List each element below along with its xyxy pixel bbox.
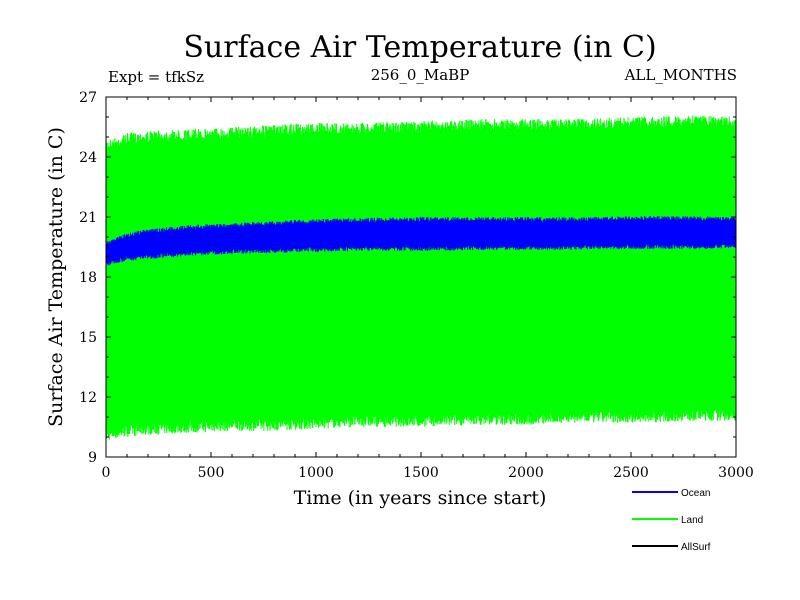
- experiment-label: Expt = tfkSz: [108, 68, 204, 86]
- x-tick-label-1500: 1500: [403, 465, 439, 481]
- plot-area: [105, 115, 737, 440]
- chart-title: Surface Air Temperature (in C): [183, 30, 656, 65]
- y-tick-label-24: 24: [79, 150, 97, 166]
- y-tick-label-15: 15: [79, 330, 97, 346]
- legend-label-ocean: Ocean: [681, 488, 710, 499]
- x-tick-label-500: 500: [198, 465, 225, 481]
- series-land-trace: [105, 115, 737, 440]
- series-layer: [105, 115, 737, 440]
- x-tick-label-1000: 1000: [298, 465, 334, 481]
- y-axis: 9 12 15 18 21 24 27: [79, 90, 736, 466]
- y-tick-label-9: 9: [88, 450, 97, 466]
- series-land: [105, 115, 737, 440]
- legend-label-allsurf: AllSurf: [681, 542, 711, 553]
- y-tick-label-21: 21: [79, 210, 97, 226]
- x-tick-label-3000: 3000: [718, 465, 754, 481]
- legend-label-land: Land: [681, 515, 703, 526]
- x-tick-label-2500: 2500: [613, 465, 649, 481]
- y-tick-label-12: 12: [79, 390, 97, 406]
- x-axis-label: Time (in years since start): [294, 487, 547, 509]
- months-label: ALL_MONTHS: [624, 66, 737, 84]
- y-axis-label: Surface Air Temperature (in C): [45, 127, 67, 427]
- x-tick-label-2000: 2000: [508, 465, 544, 481]
- legend: Ocean Land AllSurf: [632, 488, 711, 553]
- y-tick-label-27: 27: [79, 90, 97, 106]
- y-tick-label-18: 18: [79, 270, 97, 286]
- x-tick-label-0: 0: [102, 465, 111, 481]
- x-axis: 0 500 1000 1500 2000 2500 3000: [102, 97, 754, 481]
- period-label: 256_0_MaBP: [371, 66, 470, 84]
